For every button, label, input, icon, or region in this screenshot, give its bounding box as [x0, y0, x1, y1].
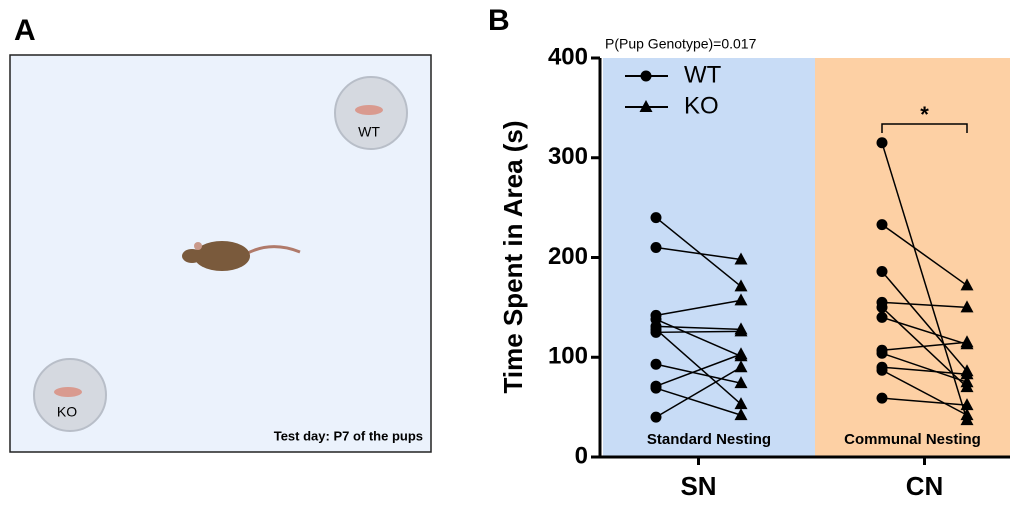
- point: [960, 408, 974, 421]
- point: [876, 347, 888, 359]
- point: [650, 358, 662, 370]
- pair-line: [655, 330, 742, 334]
- pair-line: [881, 306, 968, 388]
- significance-bracket: [881, 123, 968, 133]
- pair-line: [655, 387, 742, 416]
- y-tick-label: 200: [548, 243, 588, 270]
- point: [960, 300, 974, 313]
- pair-line: [655, 299, 742, 317]
- pair-line: [881, 223, 968, 287]
- mouse: [182, 241, 301, 271]
- point: [960, 278, 974, 291]
- annotation: P(Pup Genotype)=0.017: [605, 36, 757, 52]
- legend-label: WT: [684, 61, 722, 88]
- pair-line: [655, 366, 742, 418]
- significance: *: [920, 102, 929, 127]
- y-axis-label: Time Spent in Area (s): [498, 120, 528, 393]
- point: [650, 242, 662, 254]
- point: [650, 411, 662, 423]
- group-background: [815, 58, 1010, 457]
- pup-label: WT: [358, 124, 380, 140]
- pair-line: [881, 316, 968, 345]
- point: [734, 252, 748, 265]
- point: [960, 335, 974, 348]
- pup-label: KO: [57, 404, 77, 420]
- pup-ko-zone: KO: [33, 358, 107, 432]
- point: [639, 100, 653, 112]
- point: [876, 265, 888, 277]
- pair-line: [655, 217, 742, 288]
- point: [650, 382, 662, 394]
- y-tick-label: 0: [575, 442, 588, 469]
- group-label: Standard Nesting: [647, 431, 771, 448]
- point: [876, 301, 888, 313]
- pair-line: [881, 352, 968, 383]
- point: [876, 137, 888, 149]
- pup-wt-zone: WT: [334, 76, 408, 150]
- pair-line: [655, 325, 742, 331]
- point: [734, 324, 748, 337]
- point: [960, 367, 974, 380]
- x-tick-label: SN: [680, 471, 716, 501]
- pair-line: [881, 397, 968, 406]
- point: [650, 212, 662, 224]
- pair-line: [881, 341, 968, 352]
- point: [640, 70, 652, 82]
- pair-line: [655, 328, 742, 405]
- pair-line: [881, 369, 968, 416]
- group-background: [603, 58, 815, 457]
- note: Test day: P7 of the pups: [274, 428, 423, 443]
- pair-line: [881, 270, 968, 372]
- x-tick-label: CN: [906, 471, 944, 501]
- point: [960, 398, 974, 411]
- pair-line: [655, 363, 742, 384]
- pair-line: [881, 301, 968, 309]
- point: [734, 360, 748, 373]
- pair-line: [655, 246, 742, 261]
- y-tick-label: 300: [548, 143, 588, 170]
- point: [734, 376, 748, 389]
- point: [734, 408, 748, 421]
- point: [876, 311, 888, 323]
- point: [876, 392, 888, 404]
- group-label: Communal Nesting: [844, 431, 981, 448]
- pair-line: [655, 353, 742, 387]
- pair-line: [881, 366, 968, 375]
- y-tick-label: 100: [548, 343, 588, 370]
- y-tick-label: 400: [548, 43, 588, 70]
- point: [876, 219, 888, 231]
- point: [650, 326, 662, 338]
- point: [734, 347, 748, 360]
- legend-label: KO: [684, 92, 719, 119]
- point: [960, 375, 974, 388]
- point: [876, 364, 888, 376]
- panel-label: A: [14, 14, 36, 47]
- pair-line: [655, 318, 742, 357]
- panel-label: B: [488, 4, 510, 37]
- point: [734, 293, 748, 306]
- point: [734, 279, 748, 292]
- point: [734, 397, 748, 410]
